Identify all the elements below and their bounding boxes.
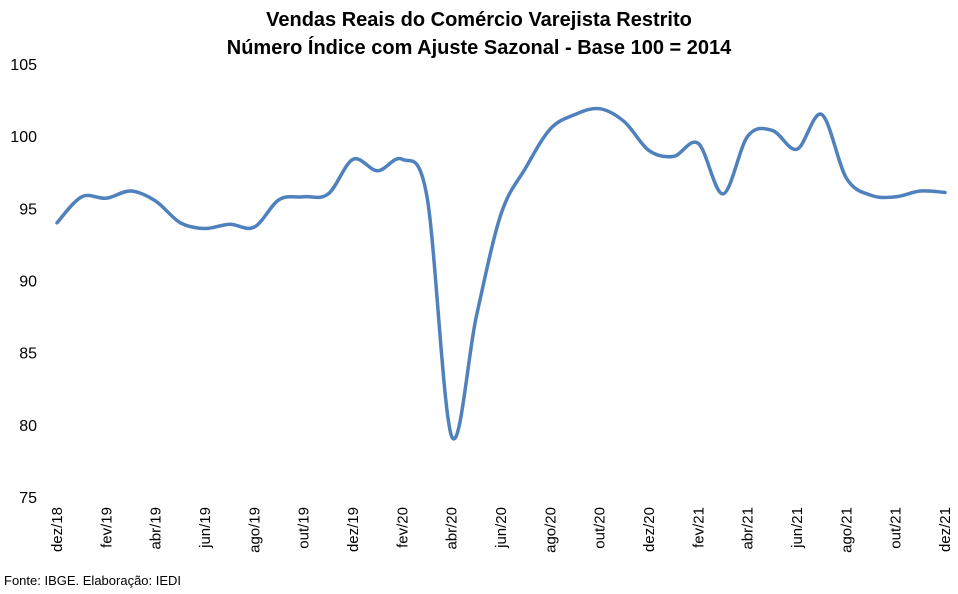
y-tick-label: 90 bbox=[19, 274, 37, 291]
chart-title: Vendas Reais do Comércio Varejista Restr… bbox=[266, 9, 692, 31]
x-tick-label: out/20 bbox=[592, 507, 609, 549]
x-tick-label: ago/19 bbox=[246, 507, 263, 553]
chart-title-block: Vendas Reais do Comércio Varejista Restr… bbox=[0, 6, 958, 62]
x-tick-label: ago/21 bbox=[838, 507, 855, 553]
y-tick-label: 105 bbox=[10, 57, 37, 74]
x-tick-label: dez/18 bbox=[49, 507, 66, 552]
x-tick-label: abr/21 bbox=[740, 507, 757, 550]
x-tick-label: dez/20 bbox=[641, 507, 658, 552]
y-axis: 75 80 85 90 95 100 105 bbox=[10, 57, 37, 507]
y-tick-label: 80 bbox=[19, 418, 37, 435]
x-tick-label: jun/19 bbox=[197, 507, 214, 549]
y-tick-label: 95 bbox=[19, 201, 37, 218]
series-line bbox=[55, 106, 947, 441]
x-tick-label: fev/20 bbox=[394, 507, 411, 548]
x-tick-label: ago/20 bbox=[542, 507, 559, 553]
x-tick-label: jun/21 bbox=[789, 507, 806, 549]
y-tick-label: 100 bbox=[10, 129, 37, 146]
y-tick-label: 85 bbox=[19, 346, 37, 363]
x-tick-label: out/21 bbox=[888, 507, 905, 549]
x-tick-label: fev/19 bbox=[98, 507, 115, 548]
chart-subtitle: Número Índice com Ajuste Sazonal - Base … bbox=[226, 37, 732, 59]
y-tick-label: 75 bbox=[19, 490, 37, 507]
x-tick-label: abr/19 bbox=[148, 507, 165, 550]
x-axis: dez/18 fev/19 abr/19 jun/19 ago/19 out/19 dez/… bbox=[49, 507, 954, 553]
x-tick-label: out/19 bbox=[296, 507, 313, 549]
source-note: Fonte: IBGE. Elaboração: IEDI bbox=[4, 573, 182, 588]
x-tick-label: jun/20 bbox=[493, 507, 510, 549]
x-tick-label: fev/21 bbox=[690, 507, 707, 548]
x-tick-label: dez/19 bbox=[345, 507, 362, 552]
x-tick-label: abr/20 bbox=[444, 507, 461, 550]
x-tick-label: dez/21 bbox=[937, 507, 954, 552]
